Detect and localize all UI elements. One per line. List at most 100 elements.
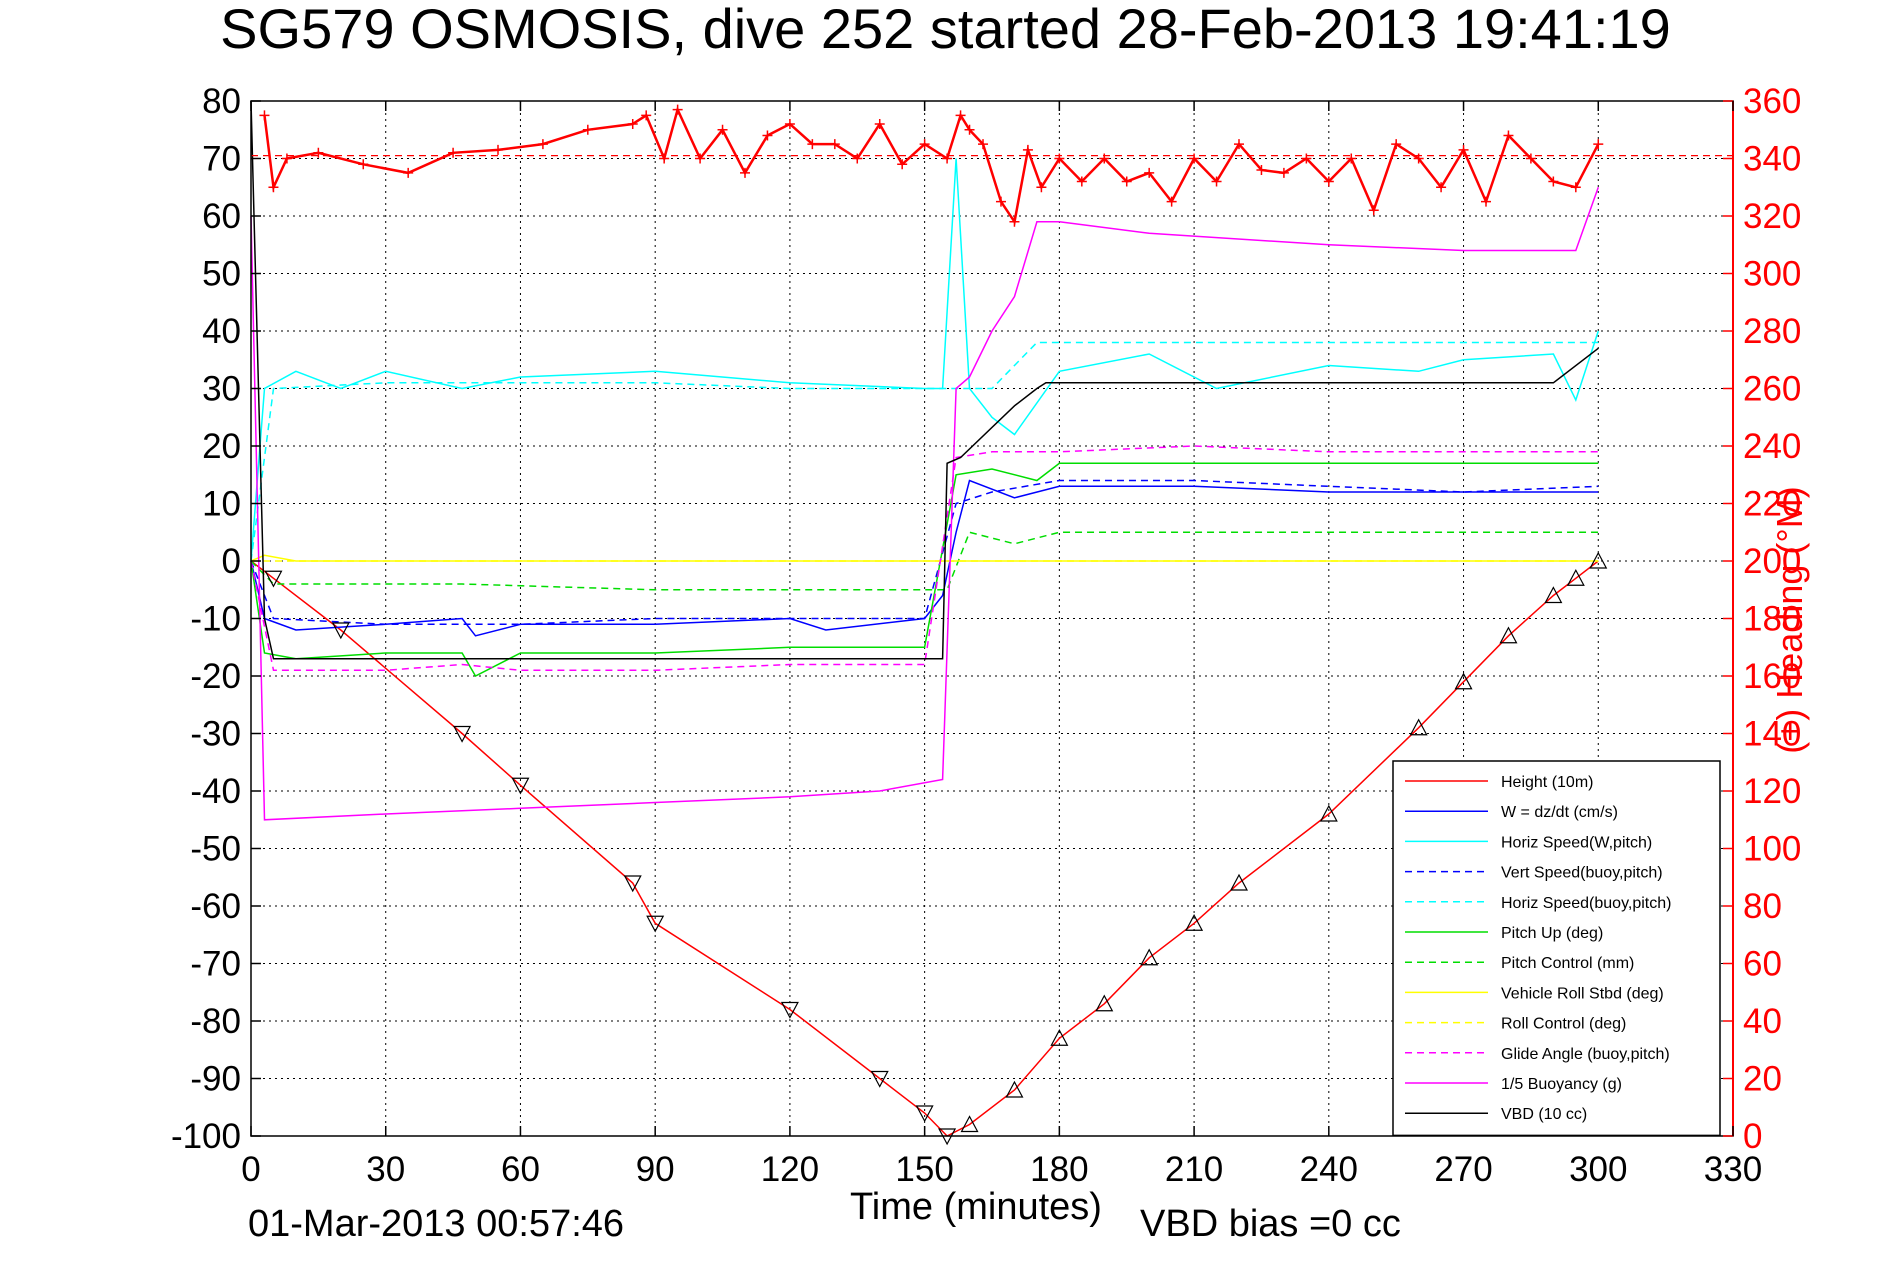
x-tick-label: 90 (636, 1150, 675, 1189)
heading-point (852, 153, 863, 164)
x-tick-label: 150 (895, 1150, 953, 1189)
depth-marker (1230, 873, 1248, 891)
legend-entry: Pitch Up (deg) (1501, 925, 1603, 942)
heading-point (1166, 196, 1177, 207)
right-tick-label: 280 (1743, 312, 1801, 351)
depth-marker (915, 1105, 934, 1123)
legend-entry: Vehicle Roll Stbd (deg) (1501, 985, 1664, 1002)
right-tick-label: 20 (1743, 1060, 1782, 1099)
y-tick-label: 40 (202, 312, 241, 351)
heading-point (1256, 165, 1267, 175)
depth-marker (1409, 718, 1428, 736)
right-tick-label: 240 (1743, 427, 1801, 466)
depth-marker (1050, 1028, 1069, 1046)
depth-marker (1454, 672, 1473, 690)
depth-marker (1005, 1080, 1024, 1098)
x-tick-label: 60 (501, 1150, 540, 1189)
heading-point (1413, 153, 1424, 164)
right-tick-label: 220 (1743, 485, 1801, 524)
heading-point (1054, 153, 1065, 164)
heading-point (672, 104, 683, 115)
right-tick-label: 300 (1743, 255, 1801, 294)
heading-point (1436, 182, 1447, 193)
x-axis-label: Time (minutes) (850, 1186, 1102, 1228)
x-tick-label: 240 (1300, 1150, 1358, 1189)
legend-entry: W = dz/dt (cm/s) (1501, 804, 1618, 821)
heading-point (537, 139, 548, 150)
heading-point (1391, 139, 1402, 150)
heading-point (964, 124, 975, 135)
heading-point (1036, 182, 1047, 193)
depth-marker (453, 725, 472, 743)
depth-marker (331, 622, 350, 640)
y-tick-label: -10 (190, 600, 241, 639)
legend-entry: Pitch Control (mm) (1501, 955, 1634, 972)
legend-entry: 1/5 Buoyancy (g) (1501, 1076, 1622, 1093)
heading-point (1368, 205, 1379, 216)
y-tick-label: -40 (190, 772, 241, 811)
heading-point (1503, 130, 1514, 141)
y-tick-label: -20 (190, 657, 241, 696)
right-axis: 3603403203002802602402202001801601401201… (1723, 82, 1801, 1156)
heading-point (807, 139, 818, 150)
right-tick-label: 180 (1743, 600, 1801, 639)
legend-entry: Horiz Speed(buoy,pitch) (1501, 895, 1671, 912)
heading-point (1234, 139, 1244, 150)
y-tick-label: -60 (190, 887, 241, 926)
heading-point (897, 159, 908, 170)
right-tick-label: 160 (1743, 657, 1801, 696)
vbd-bias-label: VBD bias =0 cc (1140, 1203, 1401, 1245)
series-layer (250, 100, 1600, 1137)
heading-point (641, 110, 652, 121)
heading-point (268, 182, 279, 193)
heading-point (717, 124, 728, 135)
heading-point (1278, 167, 1289, 178)
depth-marker (1185, 913, 1204, 931)
series-heading (263, 105, 1600, 226)
y-tick-label: 0 (222, 542, 241, 581)
heading-point (740, 167, 750, 178)
end-timestamp: 01-Mar-2013 00:57:46 (248, 1203, 625, 1245)
heading-point (358, 159, 369, 170)
right-tick-label: 40 (1743, 1002, 1782, 1041)
heading-point (784, 119, 795, 129)
legend-entry: Roll Control (deg) (1501, 1016, 1626, 1033)
heading-point (1009, 216, 1020, 227)
y-tick-label: -70 (190, 945, 241, 984)
heading-point (1548, 176, 1559, 187)
heading-point (829, 139, 840, 150)
y-tick-label: 10 (202, 485, 241, 524)
depth-marker (623, 875, 642, 893)
heading-point (659, 153, 670, 164)
heading-point (281, 153, 292, 164)
heading-point (1144, 167, 1155, 178)
series-height-10m (250, 560, 1599, 1137)
heading-point (695, 153, 706, 164)
right-tick-label: 320 (1743, 197, 1801, 236)
right-tick-label: 260 (1743, 370, 1801, 409)
y-tick-label: 20 (202, 427, 241, 466)
right-tick-label: 360 (1743, 82, 1801, 121)
y-tick-label: -50 (190, 830, 241, 869)
x-tick-label: 30 (366, 1150, 405, 1189)
legend-box (1392, 760, 1721, 1137)
right-tick-label: 340 (1743, 140, 1801, 179)
x-tick-label: 300 (1569, 1150, 1627, 1189)
heading-point (1525, 153, 1536, 164)
heading-point (1570, 182, 1581, 193)
depth-marker (960, 1115, 979, 1133)
y-tick-label: -100 (171, 1117, 241, 1156)
right-tick-label: 80 (1743, 887, 1782, 926)
heading-point (1323, 176, 1334, 187)
heading-point (955, 110, 966, 121)
heading-point (1481, 196, 1491, 207)
y-tick-label: 60 (202, 197, 241, 236)
heading-point (1099, 153, 1110, 164)
heading-point (919, 139, 930, 150)
legend: Height (10m) W = dz/dt (cm/s) Horiz Speed(… (1392, 760, 1721, 1137)
right-tick-label: 140 (1743, 715, 1801, 754)
heading-point (1346, 153, 1357, 164)
y-tick-label: 30 (202, 370, 241, 409)
heading-point (762, 130, 773, 141)
depth-markers (264, 551, 1608, 1146)
